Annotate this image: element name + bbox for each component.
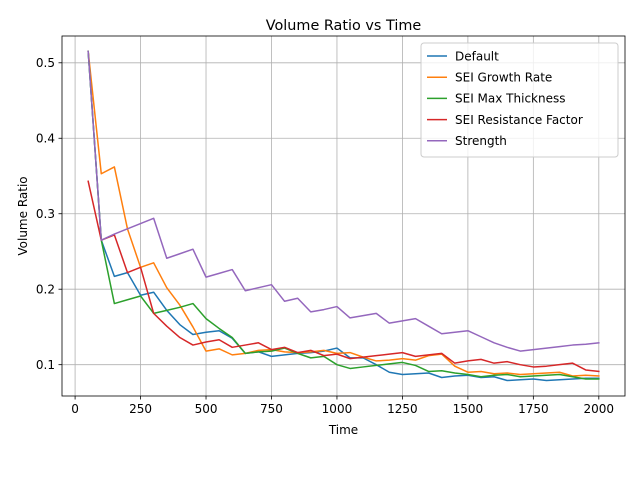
y-tick-label: 0.3: [36, 207, 55, 221]
legend-box: [420, 42, 619, 158]
x-tick-label: 1000: [322, 402, 353, 416]
plot-lines: [87, 50, 600, 382]
series-line-sei-resistance-factor: [87, 180, 600, 373]
legend: Default SEI Growth Rate SEI Max Thickness S…: [420, 42, 619, 158]
legend-label-sei-resistance-factor: SEI Resistance Factor: [455, 113, 583, 127]
x-axis-label: Time: [328, 423, 358, 437]
axis-ticks: 0 250 500 750 1000 1250 1500 1750 2000 0.1 0.2 0.3 0…: [36, 56, 614, 416]
legend-label-default: Default: [455, 49, 499, 63]
y-axis-label: Volume Ratio: [16, 176, 30, 255]
x-tick-label: 1250: [387, 402, 418, 416]
legend-label-sei-growth-rate: SEI Growth Rate: [455, 71, 552, 85]
series-line-strength: [87, 50, 600, 352]
series-line-sei-growth-rate: [87, 50, 600, 377]
x-tick-label: 250: [129, 402, 152, 416]
x-tick-label: 750: [260, 402, 283, 416]
x-tick-label: 0: [71, 402, 79, 416]
y-tick-label: 0.5: [36, 56, 55, 70]
chart-title: Volume Ratio vs Time: [266, 18, 422, 34]
x-tick-label: 1750: [518, 402, 549, 416]
legend-label-sei-max-thickness: SEI Max Thickness: [455, 92, 565, 106]
legend-label-strength: Strength: [455, 134, 507, 148]
plot-area-frame: [61, 35, 626, 397]
y-tick-label: 0.1: [36, 358, 55, 372]
series-line-sei-max-thickness: [87, 50, 600, 380]
x-tick-label: 1500: [453, 402, 484, 416]
y-tick-label: 0.4: [36, 132, 55, 146]
x-tick-label: 2000: [584, 402, 615, 416]
y-tick-label: 0.2: [36, 283, 55, 297]
x-tick-label: 500: [195, 402, 218, 416]
